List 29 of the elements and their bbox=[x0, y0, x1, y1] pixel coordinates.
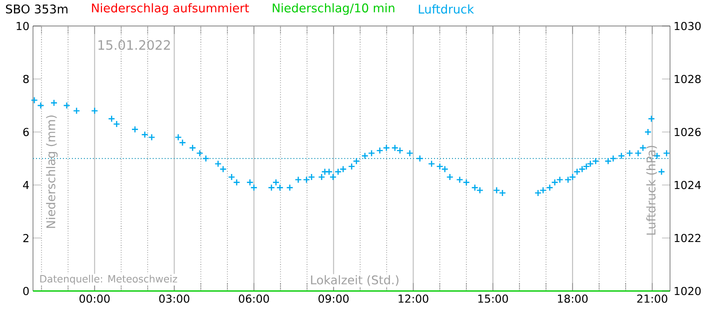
y2-tick-label: 1026 bbox=[674, 128, 701, 136]
x-tick-label: 09:00 bbox=[318, 294, 349, 303]
x-tick-label: 03:00 bbox=[159, 294, 190, 303]
legend-label: Niederschlag aufsummiert bbox=[92, 3, 249, 15]
x-tick-label: 12:00 bbox=[398, 294, 428, 303]
y-tick-label: 2 bbox=[23, 234, 28, 242]
y2-axis-title: Luftdruck (hPa) bbox=[646, 146, 657, 235]
y2-tick-label: 1030 bbox=[674, 22, 701, 30]
text: Niederschlag/10 min bbox=[272, 3, 394, 15]
y-tick-label: 0 bbox=[23, 286, 29, 296]
y2-tick-label: 1028 bbox=[674, 74, 701, 84]
x-tick-label: 15:00 bbox=[478, 294, 508, 303]
annotation: 15.01.2022 bbox=[98, 40, 170, 50]
y-tick-label: 6 bbox=[23, 128, 29, 136]
text: Luftdruck bbox=[418, 4, 474, 14]
y-axis-title: Niederschlag (mm) bbox=[46, 116, 58, 228]
x-tick-label: 18:00 bbox=[558, 294, 588, 303]
y-tick-label: 8 bbox=[23, 74, 29, 84]
x-axis-title: Lokalzeit (Std.) bbox=[311, 275, 398, 286]
annotation: Datenquelle: Meteoschweiz bbox=[40, 274, 178, 285]
x-tick-label: 00:00 bbox=[80, 294, 110, 303]
y2-tick-label: 1022 bbox=[674, 234, 700, 242]
x-tick-label: 06:00 bbox=[238, 294, 269, 303]
y2-tick-label: 1020 bbox=[674, 286, 701, 296]
x-tick-label: 21:00 bbox=[637, 294, 668, 303]
y-tick-label: 10 bbox=[16, 22, 29, 30]
y-tick-label: 4 bbox=[23, 181, 29, 189]
y2-tick-label: 1024 bbox=[674, 180, 701, 190]
chart-title: SBO 353m bbox=[6, 4, 68, 14]
